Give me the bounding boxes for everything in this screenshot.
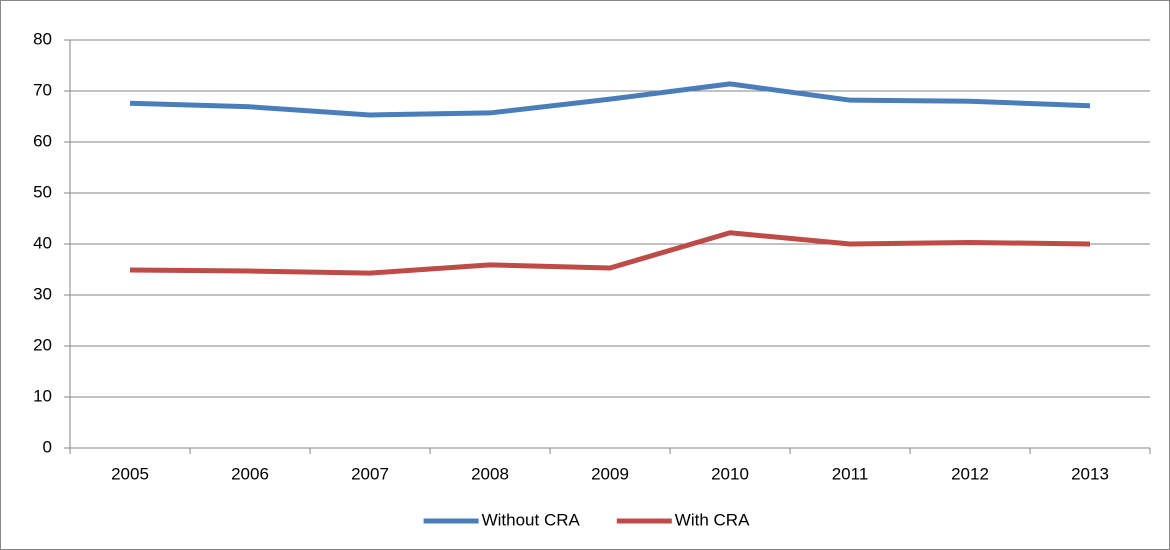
x-tick-label: 2012 [951,464,989,483]
x-tick-label: 2006 [231,464,269,483]
y-tick-label: 40 [33,233,52,252]
y-tick-label: 50 [33,182,52,201]
y-tick-label: 0 [43,437,52,456]
x-tick-label: 2007 [351,464,389,483]
y-tick-label: 70 [33,80,52,99]
x-tick-label: 2010 [711,464,749,483]
y-tick-label: 60 [33,131,52,150]
y-tick-label: 80 [33,29,52,48]
y-tick-label: 10 [33,386,52,405]
series-line [129,81,1091,118]
x-tick-label: 2009 [591,464,629,483]
legend-label: With CRA [675,510,750,529]
y-tick-label: 30 [33,284,52,303]
x-tick-label: 2008 [471,464,509,483]
series-line [129,230,1091,276]
x-tick-label: 2011 [832,464,869,483]
x-tick-label: 2013 [1071,464,1109,483]
x-tick-label: 2005 [111,464,149,483]
y-tick-label: 20 [33,335,52,354]
legend-label: Without CRA [482,510,581,529]
